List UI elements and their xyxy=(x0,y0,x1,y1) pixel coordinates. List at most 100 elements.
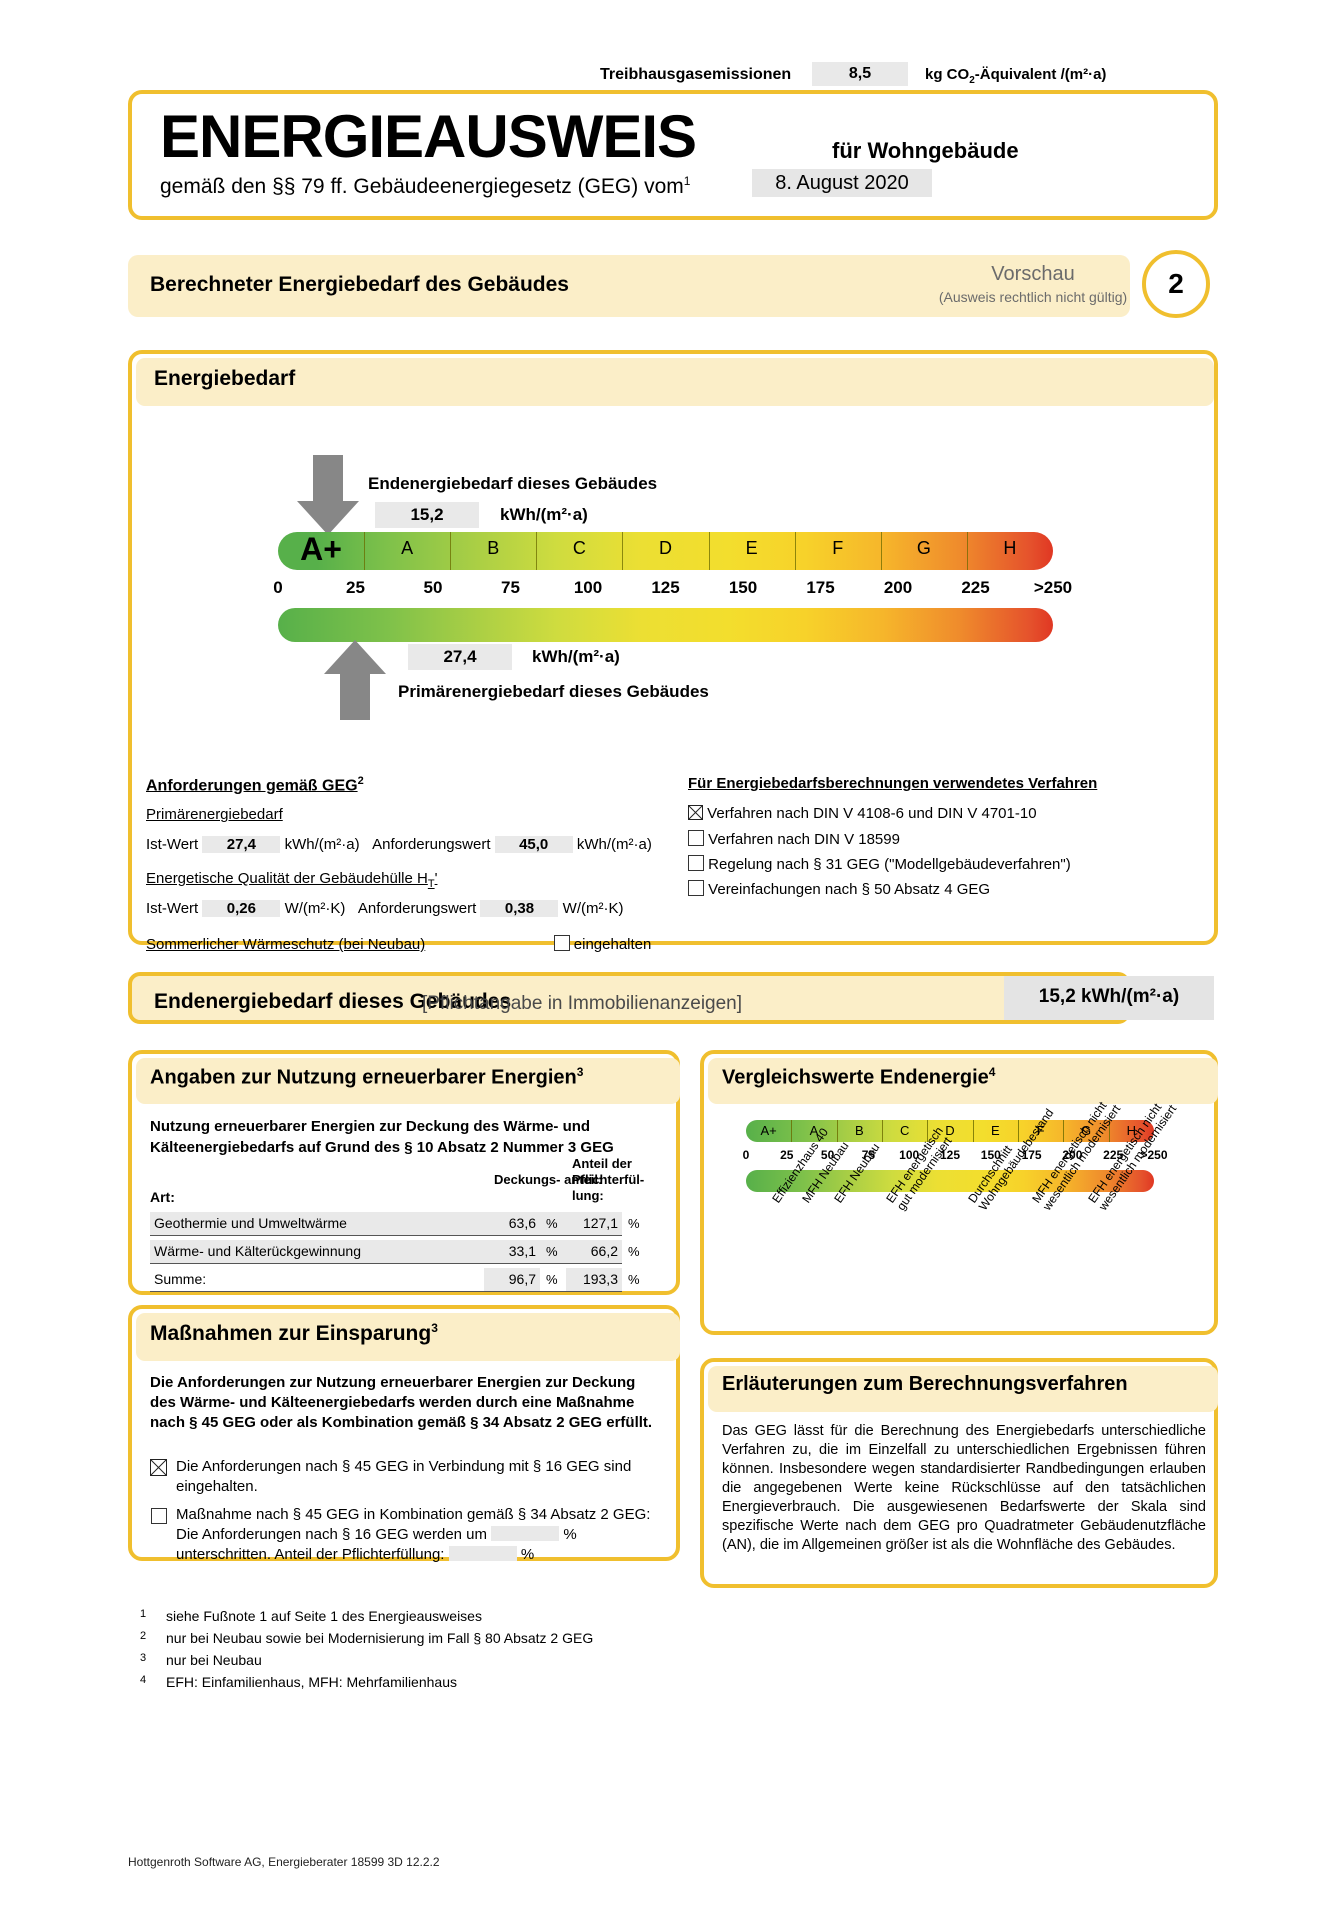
energy-scale-letter-B: B xyxy=(487,538,500,558)
procedure-checkbox-icon[interactable] xyxy=(688,880,704,896)
comparison-scale-letter-H: H xyxy=(1126,1123,1137,1138)
comparison-scale-bottom xyxy=(746,1170,1154,1192)
measures-option2-text-a: Maßnahme nach § 45 GEG in Kombination ge… xyxy=(176,1506,651,1543)
energy-scale-separator xyxy=(536,532,538,570)
title-law-text: gemäß den §§ 79 ff. Gebäudeenergiegesetz… xyxy=(160,175,684,198)
energy-demand-panel: Energiebedarf xyxy=(128,350,1218,945)
comparison-scale-separator xyxy=(791,1120,793,1142)
footnote-marker-1: 1 xyxy=(140,1608,147,1620)
requirements-primary-anf-unit: kWh/(m²·a) xyxy=(576,836,652,853)
energy-scale-letter-C: C xyxy=(572,538,586,558)
requirements-primary-anf-value: 45,0 xyxy=(494,836,573,853)
title-date-box xyxy=(752,169,932,197)
energy-scale-bar xyxy=(278,532,1053,570)
energy-scale-tick-50: 50 xyxy=(423,578,443,597)
footnote-marker-3: 3 xyxy=(140,1652,147,1664)
ghg-value: 8,5 xyxy=(848,65,872,82)
requirements-ht-ist-value: 0,26 xyxy=(202,900,281,917)
end-energy-value: 15,2 xyxy=(410,505,444,524)
measures-footnote-marker: 3 xyxy=(431,1321,438,1335)
ghg-unit-post: -Äquivalent /(m²·a) xyxy=(974,66,1107,83)
measures-option1-checkbox[interactable] xyxy=(150,1459,167,1476)
primary-energy-value: 27,4 xyxy=(443,647,477,666)
measures-heading: Maßnahmen zur Einsparung3 xyxy=(150,1321,438,1346)
procedure-checkbox-icon[interactable] xyxy=(688,830,704,846)
comparison-heading-text: Vergleichswerte Endenergie xyxy=(722,1066,989,1089)
comparison-footnote-marker: 4 xyxy=(988,1065,996,1079)
measures-option2-input-1[interactable] xyxy=(491,1526,560,1541)
measures-heading-text: Maßnahmen zur Einsparung xyxy=(150,1322,432,1345)
primary-energy-unit: kWh/(m²·a) xyxy=(532,647,620,666)
procedure-item-label: Verfahren nach DIN V 4108-6 und DIN V 47… xyxy=(707,805,1037,822)
ghg-value-box xyxy=(812,62,908,86)
requirements-footnote-marker: 2 xyxy=(357,775,364,787)
primary-energy-value-box xyxy=(408,644,512,670)
energy-scale-tick-200: 200 xyxy=(883,578,913,597)
comparison-scale-top xyxy=(746,1120,1154,1142)
procedure-item-1[interactable]: Verfahren nach DIN V 4108-6 und DIN V 47… xyxy=(688,805,1037,822)
comparison-scale-separator xyxy=(1018,1120,1019,1142)
comparison-panel: Vergleichswerte Endenergie4 xyxy=(700,1050,1218,1335)
measures-option2-input-2[interactable] xyxy=(448,1546,517,1561)
procedure-checkbox-icon[interactable] xyxy=(688,855,704,871)
energy-scale-letter-A: A xyxy=(401,538,414,558)
comparison-heading: Vergleichswerte Endenergie4 xyxy=(722,1065,995,1090)
procedure-item-2[interactable]: Verfahren nach DIN V 18599 xyxy=(688,830,900,848)
energy-scale-tick-175: 175 xyxy=(806,578,835,597)
measures-option2-text-b: unterschritten. Anteil der Pflichterfüll… xyxy=(176,1546,445,1563)
requirements-envelope-heading: Energetische Qualität der Gebäudehülle H… xyxy=(146,870,437,890)
footnote-marker-2: 2 xyxy=(140,1630,147,1642)
final-energy-banner-title: Endenergiebedarf dieses Gebäudes xyxy=(154,990,512,1013)
measures-option2-pct-1: % xyxy=(563,1526,577,1543)
measures-option2-checkbox[interactable] xyxy=(151,1508,167,1524)
comparison-scale-letter-Aplus: A+ xyxy=(760,1123,777,1138)
preview-note: (Ausweis rechtlich nicht gültig) xyxy=(938,289,1128,305)
renewables-heading-text: Angaben zur Nutzung erneuerbarer Energie… xyxy=(150,1066,577,1089)
requirements-summer-label: Sommerlicher Wärmeschutz (bei Neubau) xyxy=(146,936,426,953)
comparison-scale-separator xyxy=(1063,1120,1065,1142)
comparison-scale-letter-E: E xyxy=(990,1123,1000,1138)
renewables-row-art: Summe: xyxy=(150,1268,585,1292)
procedure-item-3[interactable]: Regelung nach § 31 GEG ("Modellgebäudeve… xyxy=(688,855,1071,873)
comparison-scale-separator xyxy=(1108,1120,1110,1142)
energy-scale-letter-E: E xyxy=(745,538,758,558)
renewables-header xyxy=(136,1058,680,1104)
ghg-unit-pre: kg CO xyxy=(925,66,970,83)
ghg-unit: kg CO2-Äquivalent /(m²·a) xyxy=(925,66,1106,86)
energy-scale-tick-75: 75 xyxy=(501,578,520,597)
end-energy-value-box xyxy=(375,502,479,528)
calculated-demand-band: Berechneter Energiebedarf des Gebäudes V… xyxy=(128,255,1130,317)
procedure-heading: Für Energiebedarfsberechnungen verwendet… xyxy=(688,775,1098,792)
final-energy-banner-value-box xyxy=(1004,976,1214,1020)
comparison-scale-letter-G: G xyxy=(1080,1123,1092,1138)
procedure-item-label: Verfahren nach DIN V 18599 xyxy=(708,831,900,848)
requirements-ht-anf-value: 0,38 xyxy=(480,900,559,917)
energy-scale-separator xyxy=(450,532,452,570)
summer-protection-checkbox[interactable] xyxy=(553,935,570,951)
requirements-ht-anf-label: Anforderungswert xyxy=(357,900,477,917)
energy-scale-separator xyxy=(966,532,968,570)
energy-scale-tick-0: 0 xyxy=(273,578,283,597)
comparison-scale-letter-B: B xyxy=(854,1123,864,1138)
procedure-checkbox-checked-icon[interactable] xyxy=(688,805,703,820)
comparison-scale-tick-gt250: >250 xyxy=(1140,1148,1168,1162)
end-energy-unit: kWh/(m²·a) xyxy=(500,505,588,524)
procedure-item-label: Regelung nach § 31 GEG ("Modellgebäudeve… xyxy=(708,856,1071,873)
requirements-envelope-sub: T xyxy=(427,878,435,890)
renewables-footnote-marker: 3 xyxy=(576,1065,584,1079)
primary-energy-arrow-up-icon xyxy=(324,640,386,720)
requirements-ht-ist-label: Ist-Wert xyxy=(146,900,199,917)
footnote-marker-4: 4 xyxy=(140,1674,147,1686)
renewables-row-deckung: 96,7 xyxy=(484,1268,540,1292)
renewables-intro: Nutzung erneuerbarer Energien zur Deckun… xyxy=(150,1118,614,1156)
comparison-scale-separator xyxy=(836,1120,838,1142)
renewables-col-deckung: Deckungs- anteil: xyxy=(494,1172,603,1187)
preview-label: Vorschau xyxy=(991,263,1075,285)
requirements-ist-label: Ist-Wert xyxy=(146,836,199,853)
requirements-heading: Anforderungen gemäß GEG2 xyxy=(146,775,364,795)
energy-scale-letter-H: H xyxy=(1003,538,1017,558)
procedure-item-4[interactable]: Vereinfachungen nach § 50 Absatz 4 GEG xyxy=(688,880,990,898)
renewables-col-art: Art: xyxy=(150,1189,175,1205)
footnote-text-1: siehe Fußnote 1 auf Seite 1 des Energiea… xyxy=(166,1608,482,1624)
